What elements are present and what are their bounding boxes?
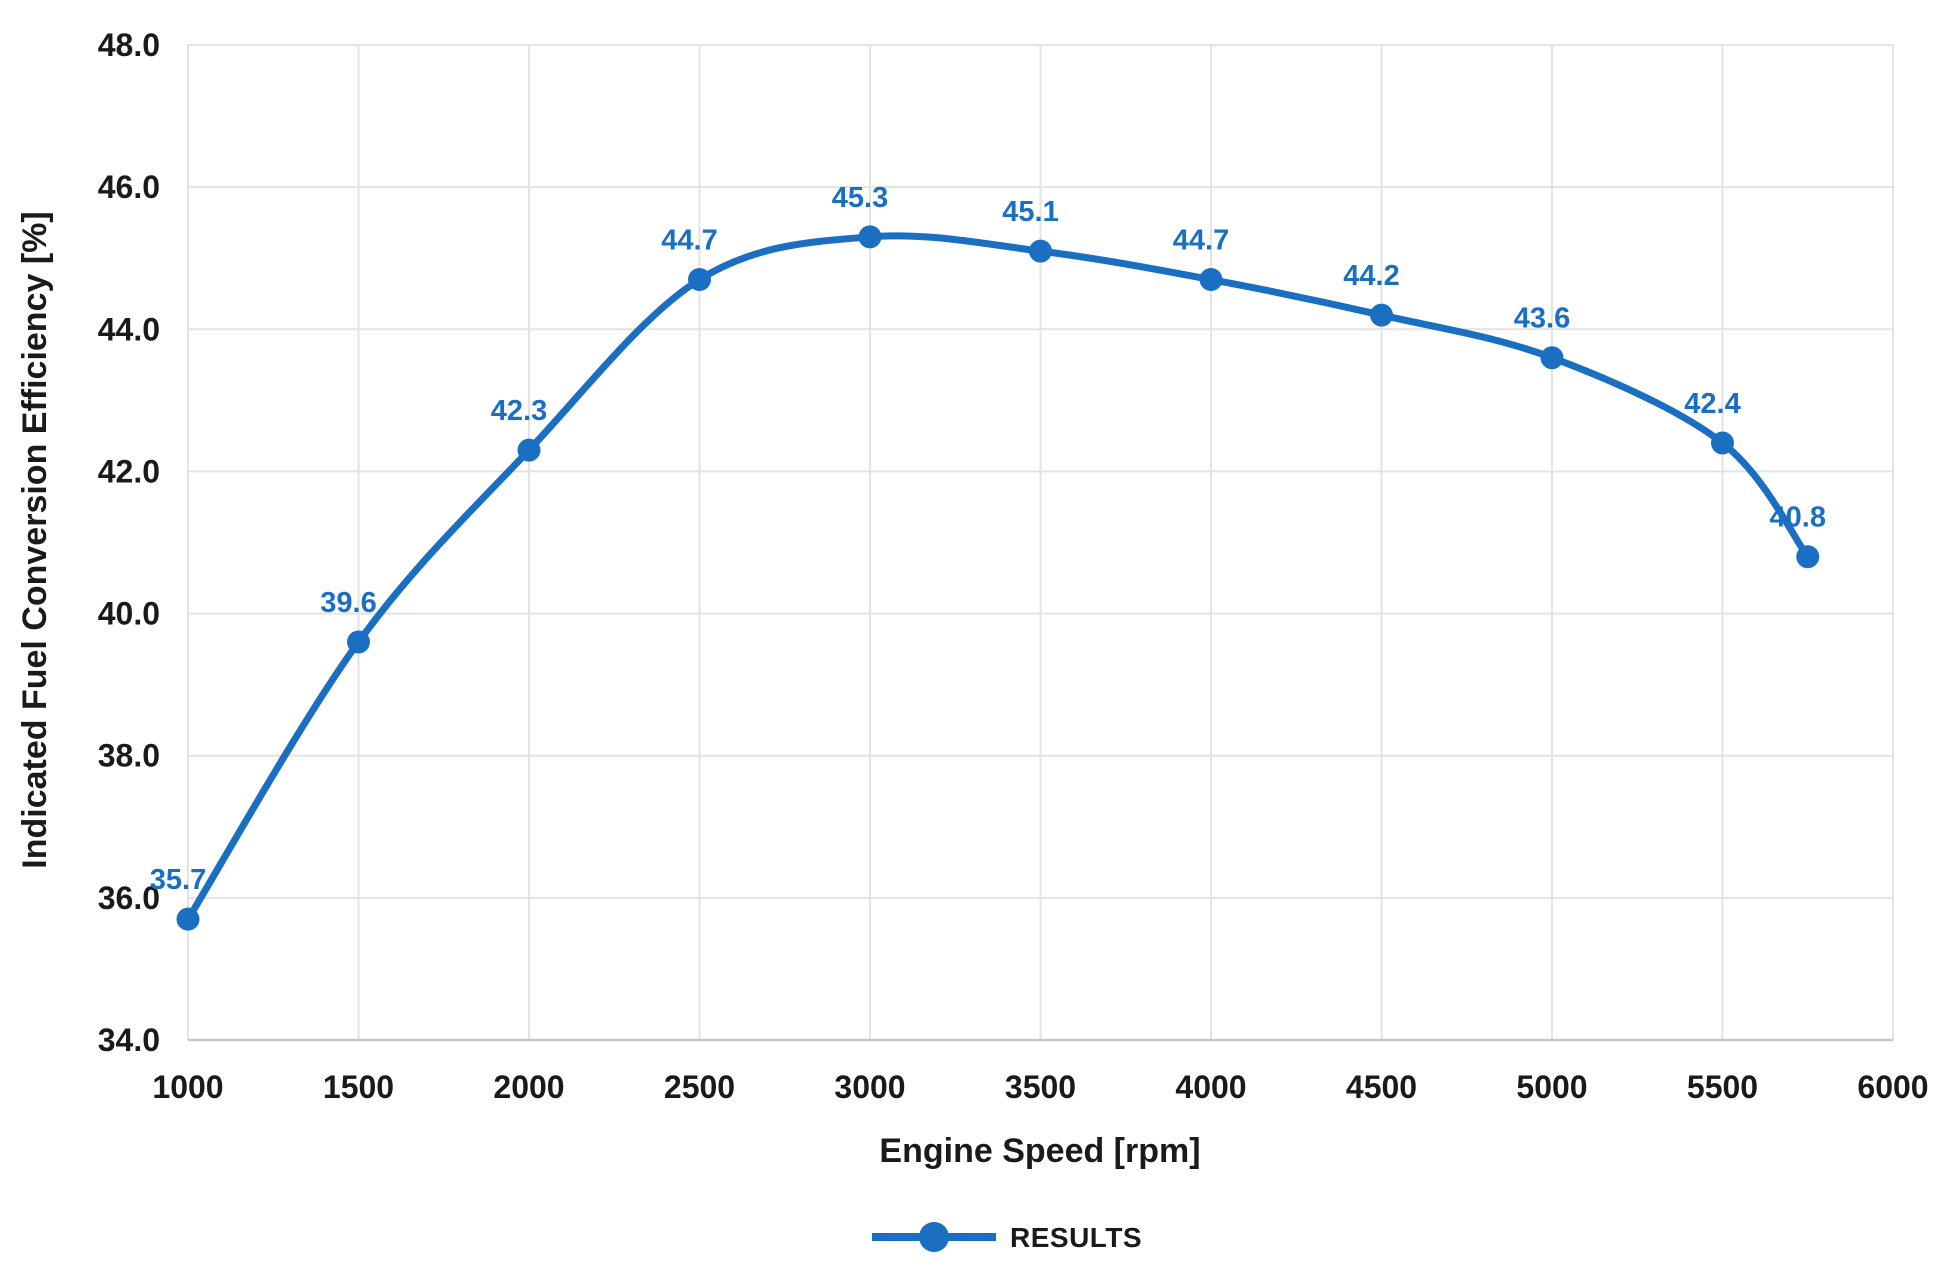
x-tick-label: 5500 xyxy=(1687,1069,1758,1105)
data-point-label: 43.6 xyxy=(1514,303,1570,335)
data-point-label: 39.6 xyxy=(320,587,376,619)
x-tick-label: 6000 xyxy=(1857,1069,1928,1105)
x-tick-label: 2000 xyxy=(493,1069,564,1105)
data-point-label: 45.3 xyxy=(832,182,888,214)
data-point-label: 42.3 xyxy=(491,395,547,427)
data-point-marker xyxy=(688,268,711,292)
data-point-marker xyxy=(347,630,370,654)
y-tick-label: 38.0 xyxy=(98,738,160,774)
y-tick-label: 36.0 xyxy=(98,880,160,916)
data-point-marker xyxy=(1029,239,1052,263)
y-tick-label: 42.0 xyxy=(98,453,160,489)
data-point-marker xyxy=(858,225,882,249)
x-tick-label: 3500 xyxy=(1005,1069,1076,1105)
y-tick-label: 48.0 xyxy=(98,27,160,63)
x-tick-label: 3000 xyxy=(834,1069,905,1105)
x-tick-label: 4500 xyxy=(1346,1069,1417,1105)
results-line xyxy=(184,232,1812,923)
data-point-label: 44.7 xyxy=(661,225,717,257)
data-point-label: 42.4 xyxy=(1684,388,1740,420)
gridlines xyxy=(187,44,1894,1040)
data-point-marker xyxy=(1370,303,1393,327)
data-point-marker xyxy=(1199,268,1223,292)
data-point-label: 35.7 xyxy=(150,864,206,896)
y-axis-title: Indicated Fuel Conversion Efficiency [%] xyxy=(16,211,54,868)
data-point-marker xyxy=(517,438,541,462)
x-tick-label: 1500 xyxy=(323,1069,394,1105)
data-point-marker xyxy=(1711,431,1734,455)
data-point-marker xyxy=(176,907,200,931)
y-tick-label: 46.0 xyxy=(98,169,160,205)
data-point-label: 44.7 xyxy=(1173,225,1229,257)
x-tick-labels: 1000 1500 2000 2500 3000 3500 4000 4500 5000 5500… xyxy=(152,1069,1928,1105)
x-axis-title: Engine Speed [rpm] xyxy=(879,1132,1200,1170)
x-tick-label: 4000 xyxy=(1175,1069,1246,1105)
legend-marker-icon xyxy=(919,1222,949,1252)
data-point-marker xyxy=(1796,545,1820,569)
x-tick-label: 1000 xyxy=(152,1069,223,1105)
data-point-label: 40.8 xyxy=(1770,502,1826,534)
legend: RESULTS xyxy=(872,1222,1142,1253)
data-point-label: 45.1 xyxy=(1002,196,1058,228)
y-tick-label: 40.0 xyxy=(98,596,160,632)
y-tick-label: 44.0 xyxy=(98,311,160,347)
legend-label: RESULTS xyxy=(1010,1222,1142,1253)
x-tick-label: 2500 xyxy=(664,1069,735,1105)
data-point-marker xyxy=(1540,346,1564,370)
data-labels: 35.7 39.6 42.3 44.7 45.3 45.1 44.7 44.2 43.6 42.4… xyxy=(150,182,1826,896)
x-tick-label: 5000 xyxy=(1516,1069,1587,1105)
y-tick-label: 34.0 xyxy=(98,1022,160,1058)
data-point-label: 44.2 xyxy=(1343,260,1399,292)
results-series xyxy=(176,225,1820,931)
y-tick-labels: 34.0 36.0 38.0 40.0 42.0 44.0 46.0 48.0 xyxy=(98,27,160,1058)
